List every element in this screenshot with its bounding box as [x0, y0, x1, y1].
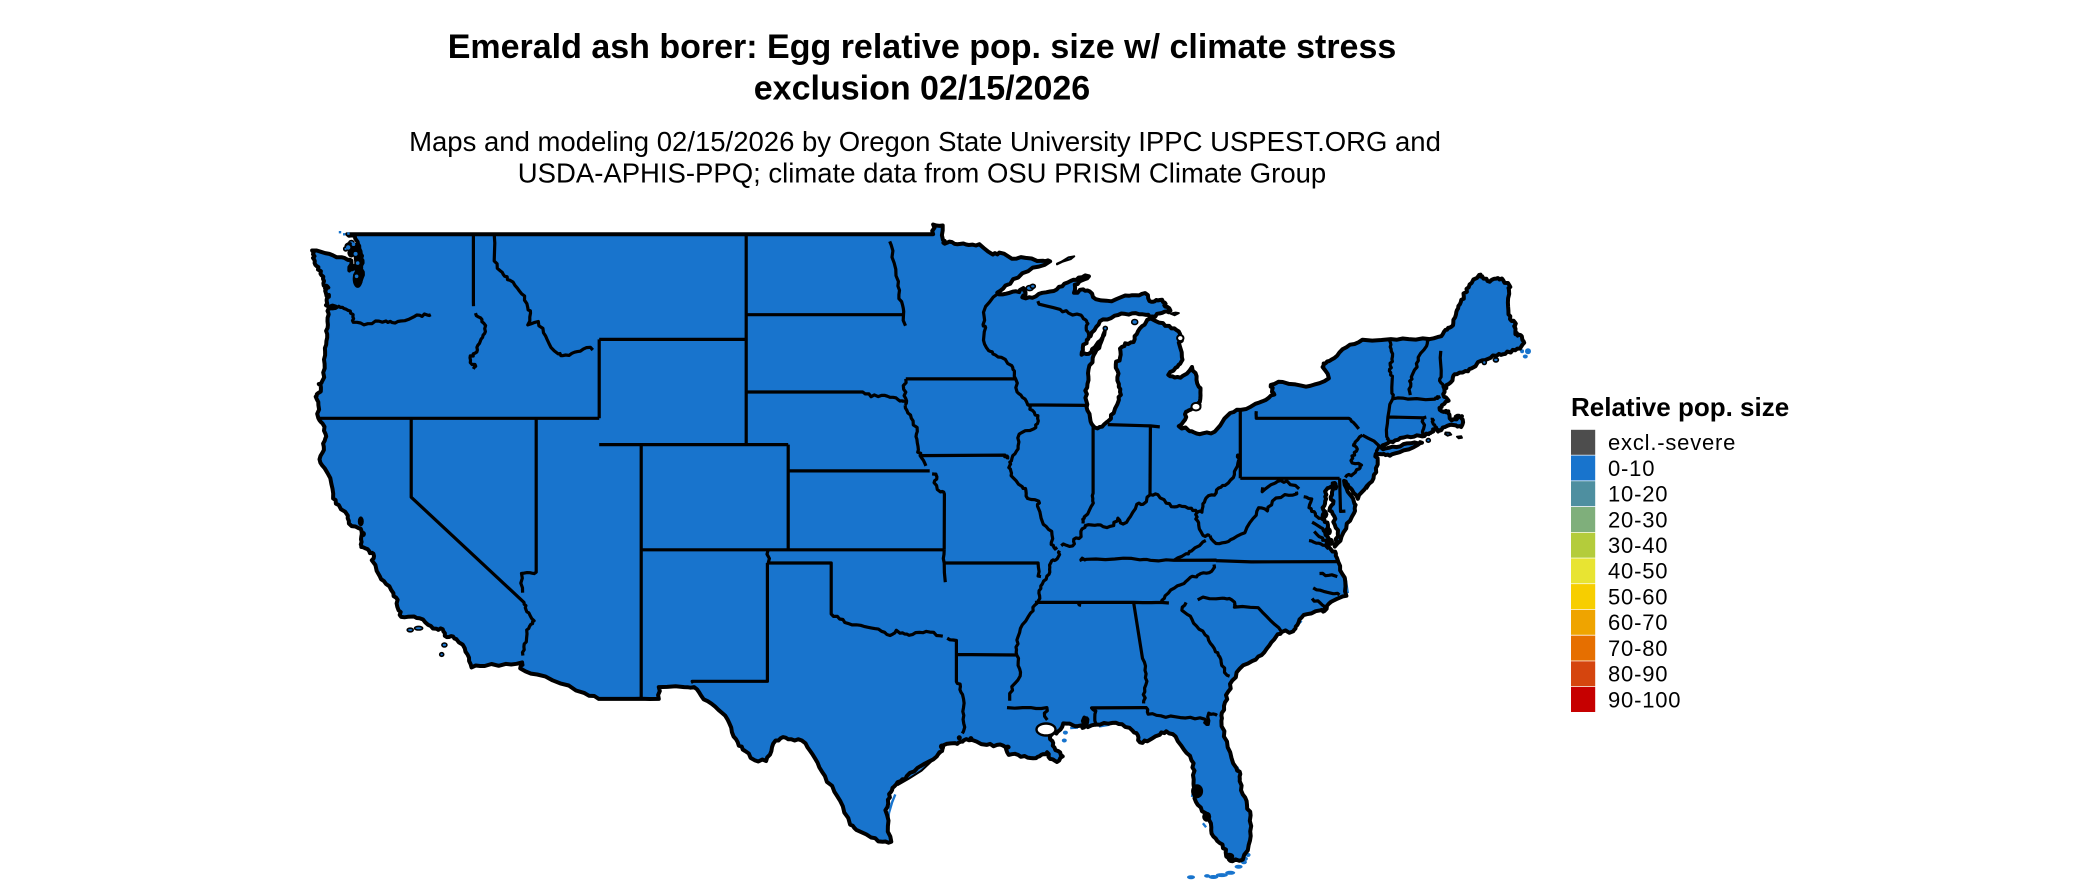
- svg-text:90-100: 90-100: [1608, 687, 1681, 712]
- svg-text:30-40: 30-40: [1608, 533, 1668, 558]
- svg-text:excl.-severe: excl.-severe: [1608, 430, 1736, 455]
- svg-text:50-60: 50-60: [1608, 584, 1668, 609]
- svg-text:0-10: 0-10: [1608, 456, 1655, 481]
- svg-text:20-30: 20-30: [1608, 507, 1668, 532]
- svg-text:80-90: 80-90: [1608, 662, 1668, 687]
- svg-text:USDA-APHIS-PPQ; climate data f: USDA-APHIS-PPQ; climate data from OSU PR…: [518, 158, 1326, 189]
- svg-text:Relative pop. size: Relative pop. size: [1571, 392, 1789, 422]
- svg-text:exclusion 02/15/2026: exclusion 02/15/2026: [754, 70, 1090, 108]
- svg-text:Maps and modeling 02/15/2026 b: Maps and modeling 02/15/2026 by Oregon S…: [409, 126, 1441, 157]
- svg-text:60-70: 60-70: [1608, 610, 1668, 635]
- svg-text:40-50: 40-50: [1608, 559, 1668, 584]
- svg-text:Emerald ash borer: Egg relativ: Emerald ash borer: Egg relative pop. siz…: [448, 28, 1397, 66]
- svg-text:70-80: 70-80: [1608, 636, 1668, 661]
- svg-text:10-20: 10-20: [1608, 482, 1668, 507]
